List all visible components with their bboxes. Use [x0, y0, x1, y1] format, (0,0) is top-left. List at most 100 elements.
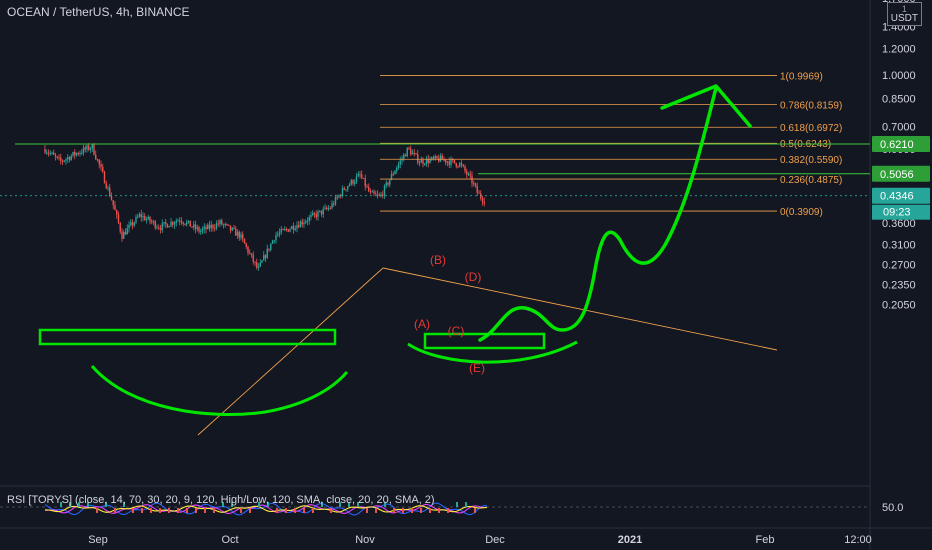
symbol-title[interactable]: OCEAN / TetherUS, 4h, BINANCE	[7, 5, 190, 19]
candle-body	[65, 159, 67, 161]
rsi-histogram-bar	[114, 508, 116, 513]
rsi-histogram-bar	[456, 502, 458, 507]
candle-body	[51, 152, 53, 154]
time-tick-label: 12:00	[844, 534, 872, 546]
currency-badge[interactable]: 1 USDT	[886, 2, 922, 26]
wave-label: (C)	[448, 324, 465, 338]
candle-body	[128, 224, 130, 229]
rsi-histogram-bar	[303, 508, 305, 513]
candle-body	[156, 227, 158, 229]
candle-body	[72, 151, 74, 156]
rsi-histogram-bar	[78, 502, 80, 507]
rsi-histogram-bar	[240, 508, 242, 513]
wave-label: (B)	[430, 253, 446, 267]
candle-body	[373, 191, 375, 194]
candle-body	[56, 156, 58, 158]
fib-level-label: 0(0.3909)	[780, 207, 823, 218]
candle-body	[100, 164, 102, 168]
candle-body	[459, 163, 461, 167]
price-badge	[872, 187, 930, 204]
candle-body	[415, 153, 417, 155]
candles-layer	[44, 142, 485, 271]
candle-body	[273, 240, 275, 242]
cup-curve	[90, 365, 349, 417]
candle-body	[296, 225, 298, 229]
rsi-histogram-bar	[276, 508, 278, 513]
candle-body	[473, 183, 475, 185]
candle-body	[254, 261, 256, 263]
candle-body	[364, 178, 366, 187]
candle-body	[249, 252, 251, 254]
rsi-histogram-bar	[60, 502, 62, 507]
candle-body	[173, 223, 176, 225]
rsi-histogram-bar	[204, 508, 206, 513]
candle-body	[331, 203, 333, 209]
candle-body	[231, 227, 233, 231]
candle-body	[47, 152, 50, 154]
candle-body	[154, 221, 156, 228]
candle-body	[401, 158, 403, 161]
rsi-histogram-bar	[105, 502, 107, 507]
candle-body	[389, 179, 391, 185]
candle-body	[368, 186, 370, 192]
candle-body	[476, 185, 478, 193]
rsi-histogram-bar	[186, 508, 188, 513]
candle-body	[352, 179, 354, 184]
candle-body	[287, 229, 289, 232]
candle-body	[308, 216, 310, 221]
candle-body	[268, 248, 270, 250]
rsi-histogram-bar	[438, 508, 440, 513]
candle-body	[324, 207, 326, 209]
candle-body	[284, 229, 286, 231]
candle-body	[483, 201, 485, 204]
candle-body	[410, 148, 412, 155]
rsi-layer: 50.0	[0, 502, 903, 516]
rsi-histogram-bar	[249, 508, 251, 513]
candle-body	[277, 234, 279, 236]
candle-body	[298, 225, 300, 228]
candle-body	[98, 159, 100, 165]
rsi-histogram-bar	[123, 502, 125, 507]
rsi-histogram-bar	[159, 508, 161, 513]
rsi-histogram-bar	[366, 508, 368, 513]
rsi-histogram-bar	[213, 508, 215, 513]
candle-body	[182, 222, 184, 224]
candle-body	[278, 232, 281, 235]
drawings-layer: 1.618(1.7780)1(0.9969)0.786(0.8159)0.618…	[15, 71, 870, 436]
candle-body	[382, 194, 384, 196]
candle-body	[221, 220, 223, 225]
candle-body	[397, 164, 400, 168]
candle-body	[166, 224, 169, 228]
time-tick-label: Nov	[355, 534, 375, 546]
candle-body	[418, 162, 421, 164]
rsi-indicator-label[interactable]: RSI [TORYS] (close, 14, 70, 30, 20, 9, 1…	[7, 494, 435, 506]
rsi-ma-line	[45, 505, 488, 513]
candle-body	[114, 205, 116, 211]
candle-body	[242, 234, 244, 239]
rsi-histogram-bar	[231, 502, 233, 507]
candle-body	[446, 161, 449, 163]
candle-body	[151, 221, 153, 223]
candle-body	[180, 221, 183, 223]
candle-body	[322, 208, 324, 215]
fib-level-label: 0.236(0.4875)	[780, 175, 842, 186]
price-tick-label: 0.2700	[882, 260, 916, 272]
candle-body	[317, 211, 319, 218]
candle-body	[348, 184, 351, 187]
candle-body	[103, 171, 106, 184]
candle-body	[79, 152, 81, 155]
candle-body	[240, 234, 242, 238]
rsi-histogram-bar	[348, 502, 350, 507]
candle-body	[198, 227, 200, 232]
candle-body	[210, 224, 212, 229]
candle-body	[439, 155, 442, 162]
candle-body	[453, 159, 456, 164]
handle-curve	[407, 340, 578, 364]
candle-body	[432, 157, 435, 159]
candle-body	[396, 167, 398, 172]
countdown-badge	[872, 204, 930, 220]
candle-body	[371, 191, 373, 193]
rsi-axis-value: 50.0	[882, 502, 903, 514]
candle-body	[187, 220, 190, 223]
